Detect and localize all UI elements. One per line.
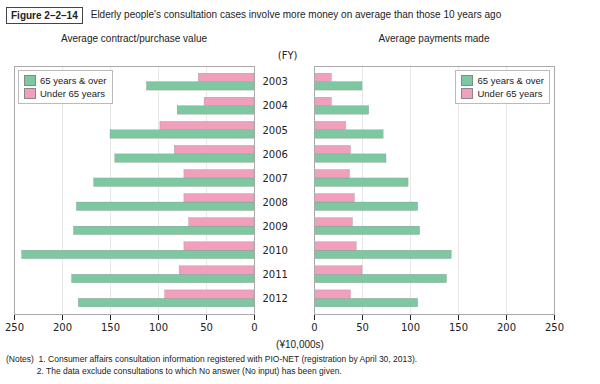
html-text:Under 65 years: Under 65 years: [40, 88, 105, 99]
svg-text:2004: 2004: [263, 100, 288, 111]
html-text:65 years & over: 65 years & over: [477, 75, 544, 86]
svg-text:150: 150: [449, 322, 468, 333]
html-text:2. The data exclude consultati: 2. The data exclude consultations to whi…: [6, 366, 342, 376]
svg-text:0: 0: [251, 322, 257, 333]
svg-text:100: 100: [401, 322, 420, 333]
svg-text:150: 150: [101, 322, 120, 333]
svg-text:250: 250: [5, 322, 24, 333]
svg-text:250: 250: [545, 322, 564, 333]
html-text:65 years & over: 65 years & over: [40, 75, 107, 86]
svg-text:2011: 2011: [263, 269, 288, 280]
svg-text:2010: 2010: [263, 245, 288, 256]
svg-text:2006: 2006: [263, 149, 288, 160]
svg-text:50: 50: [200, 322, 213, 333]
svg-text:(FY): (FY): [278, 50, 298, 61]
svg-text:2005: 2005: [263, 125, 288, 136]
html-text:(¥10,000s): (¥10,000s): [276, 339, 324, 350]
html-text:Under 65 years: Under 65 years: [477, 88, 543, 99]
svg-text:2003: 2003: [263, 76, 288, 87]
svg-text:200: 200: [53, 322, 72, 333]
html-text:Elderly people's consultation: Elderly people's consultation cases invo…: [90, 9, 502, 20]
html-text:(Notes) 1. Consumer affairs co: (Notes) 1. Consumer affairs consultation…: [6, 354, 418, 364]
svg-text:2007: 2007: [263, 173, 288, 184]
svg-text:2009: 2009: [263, 221, 288, 232]
html-text:Figure 2–2–14: Figure 2–2–14: [11, 9, 78, 21]
svg-text:200: 200: [497, 322, 516, 333]
svg-text:0: 0: [311, 322, 317, 333]
html-text:Average payments made: Average payments made: [378, 33, 490, 44]
svg-text:2008: 2008: [263, 197, 288, 208]
html-text:Average contract/purchase valu: Average contract/purchase value: [61, 33, 207, 44]
svg-text:2012: 2012: [263, 293, 288, 304]
svg-text:100: 100: [149, 322, 168, 333]
svg-text:50: 50: [356, 322, 369, 333]
